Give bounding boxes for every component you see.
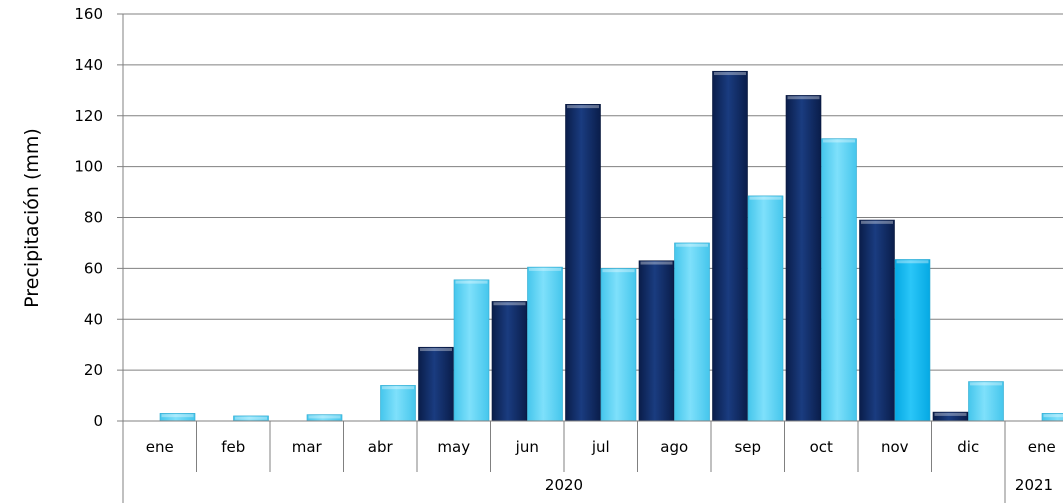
axes: 0 20 40 60 80 100 120 140 160 ene feb mar abr may jun j… — [74, 5, 1063, 503]
bar-highlight — [970, 382, 1002, 386]
category-label: abr — [368, 438, 394, 456]
bar-highlight — [308, 415, 341, 419]
bar — [968, 381, 1004, 422]
category-label: feb — [221, 438, 245, 456]
category-label: mar — [292, 438, 323, 456]
bar-highlight — [640, 261, 673, 265]
category-label: ago — [660, 438, 688, 456]
bar — [894, 259, 931, 422]
bar — [712, 70, 748, 422]
y-tick-label: 80 — [84, 209, 103, 227]
bar-highlight — [567, 105, 599, 109]
bar — [674, 242, 710, 422]
bar — [747, 195, 784, 422]
bar — [565, 104, 601, 422]
bar — [785, 95, 822, 422]
y-tick-label: 20 — [84, 361, 103, 379]
bar — [600, 268, 637, 422]
category-label: ene — [146, 438, 174, 456]
bar-highlight — [787, 96, 820, 100]
y-tick-label: 0 — [93, 412, 103, 430]
bar — [380, 385, 416, 422]
bar-highlight — [382, 386, 414, 390]
group-label: 2020 — [545, 476, 583, 494]
y-tick-label: 40 — [84, 310, 103, 328]
y-tick-label: 60 — [84, 259, 103, 277]
bar-highlight — [235, 416, 267, 420]
bar-highlight — [896, 260, 929, 264]
category-label: ene — [1028, 438, 1056, 456]
bars — [159, 70, 1063, 422]
y-tick-label: 140 — [74, 56, 103, 74]
group-label: 2021 — [1015, 476, 1053, 494]
category-label: jun — [515, 438, 539, 456]
bar-highlight — [420, 348, 452, 352]
bar — [418, 346, 454, 422]
bar-highlight — [529, 267, 561, 271]
bar-highlight — [455, 280, 488, 284]
bar-highlight — [1043, 414, 1063, 418]
bar — [527, 266, 563, 422]
y-tick-label: 100 — [74, 158, 103, 176]
category-label: jul — [591, 438, 610, 456]
category-label: dic — [957, 438, 979, 456]
bar — [453, 279, 490, 422]
bar — [491, 301, 528, 422]
bar — [859, 219, 895, 422]
bar — [638, 260, 675, 422]
category-label: oct — [810, 438, 833, 456]
bar-highlight — [493, 302, 526, 306]
bar-highlight — [676, 243, 708, 247]
bar-highlight — [934, 412, 967, 416]
bar-highlight — [823, 139, 855, 143]
bar-highlight — [861, 220, 893, 224]
bar — [821, 138, 857, 422]
bar-highlight — [161, 414, 194, 418]
y-axis-label: Precipitación (mm) — [21, 128, 43, 308]
bar-highlight — [602, 269, 635, 273]
category-label: sep — [734, 438, 761, 456]
category-label: nov — [881, 438, 909, 456]
y-tick-label: 160 — [74, 5, 103, 23]
category-label: may — [437, 438, 470, 456]
bar-highlight — [749, 196, 782, 200]
bar-highlight — [714, 72, 746, 76]
y-tick-label: 120 — [74, 107, 103, 125]
